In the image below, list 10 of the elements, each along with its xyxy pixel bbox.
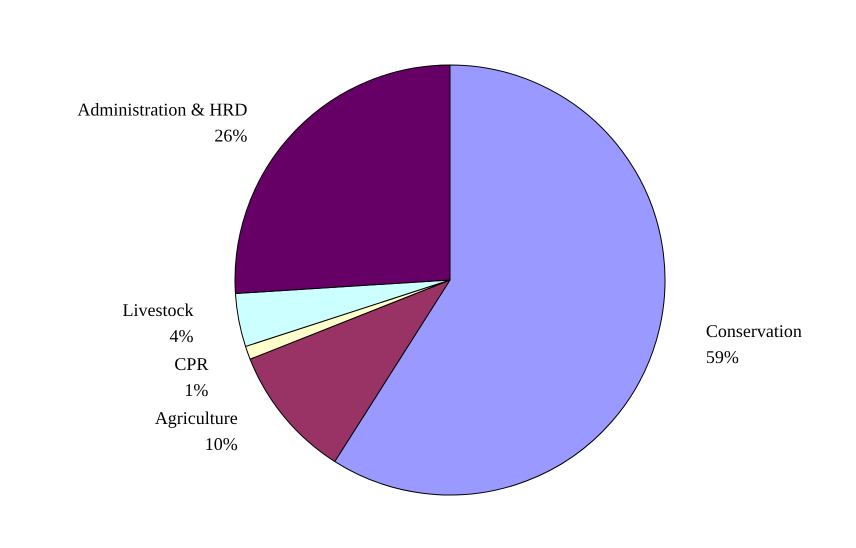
data-label: 10%	[204, 434, 238, 454]
slice-label: CPR	[174, 354, 208, 374]
data-label: 1%	[184, 380, 208, 400]
slice-label: Administration & HRD	[77, 100, 248, 120]
data-label: 26%	[214, 126, 248, 146]
data-label: 4%	[170, 326, 194, 346]
slice-label: Agriculture	[154, 408, 238, 428]
slice-label: Conservation	[706, 321, 802, 342]
slice-label: Livestock	[122, 300, 194, 320]
data-label: 59%	[706, 347, 739, 368]
